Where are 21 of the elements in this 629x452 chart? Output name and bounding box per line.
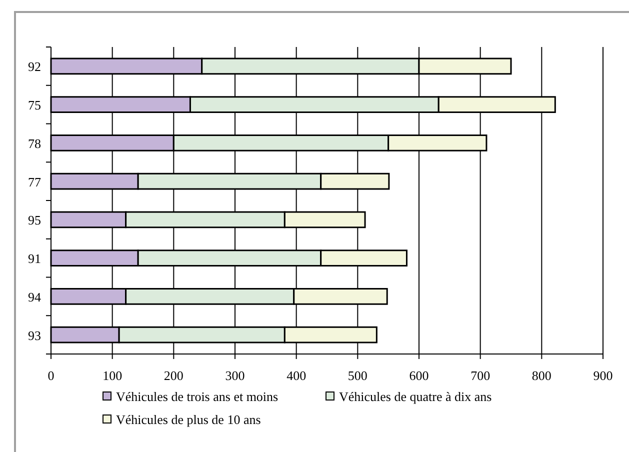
x-tick-label: 0 bbox=[48, 368, 54, 383]
y-tick-label: 92 bbox=[28, 59, 41, 74]
legend-label: Véhicules de quatre à dix ans bbox=[339, 389, 492, 404]
x-tick-label: 300 bbox=[225, 368, 245, 383]
x-tick-label: 700 bbox=[470, 368, 490, 383]
y-tick-label: 77 bbox=[28, 174, 42, 190]
x-tick-label: 600 bbox=[409, 368, 429, 383]
x-tick-label: 500 bbox=[348, 368, 368, 383]
x-tick-label: 400 bbox=[286, 368, 306, 383]
y-tick-label: 95 bbox=[28, 212, 41, 228]
y-tick-label: 94 bbox=[28, 289, 42, 304]
legend-label: Véhicules de plus de 10 ans bbox=[116, 412, 261, 427]
legend-label: Véhicules de trois ans et moins bbox=[116, 389, 278, 404]
x-tick-label: 800 bbox=[532, 368, 552, 383]
x-tick-label: 900 bbox=[593, 368, 613, 383]
y-tick-label: 75 bbox=[28, 98, 41, 113]
y-tick-label: 78 bbox=[28, 136, 41, 151]
y-tick-label: 91 bbox=[28, 251, 41, 266]
y-tick-label: 93 bbox=[28, 328, 41, 343]
x-tick-label: 200 bbox=[164, 368, 184, 383]
x-tick-label: 100 bbox=[102, 368, 122, 383]
